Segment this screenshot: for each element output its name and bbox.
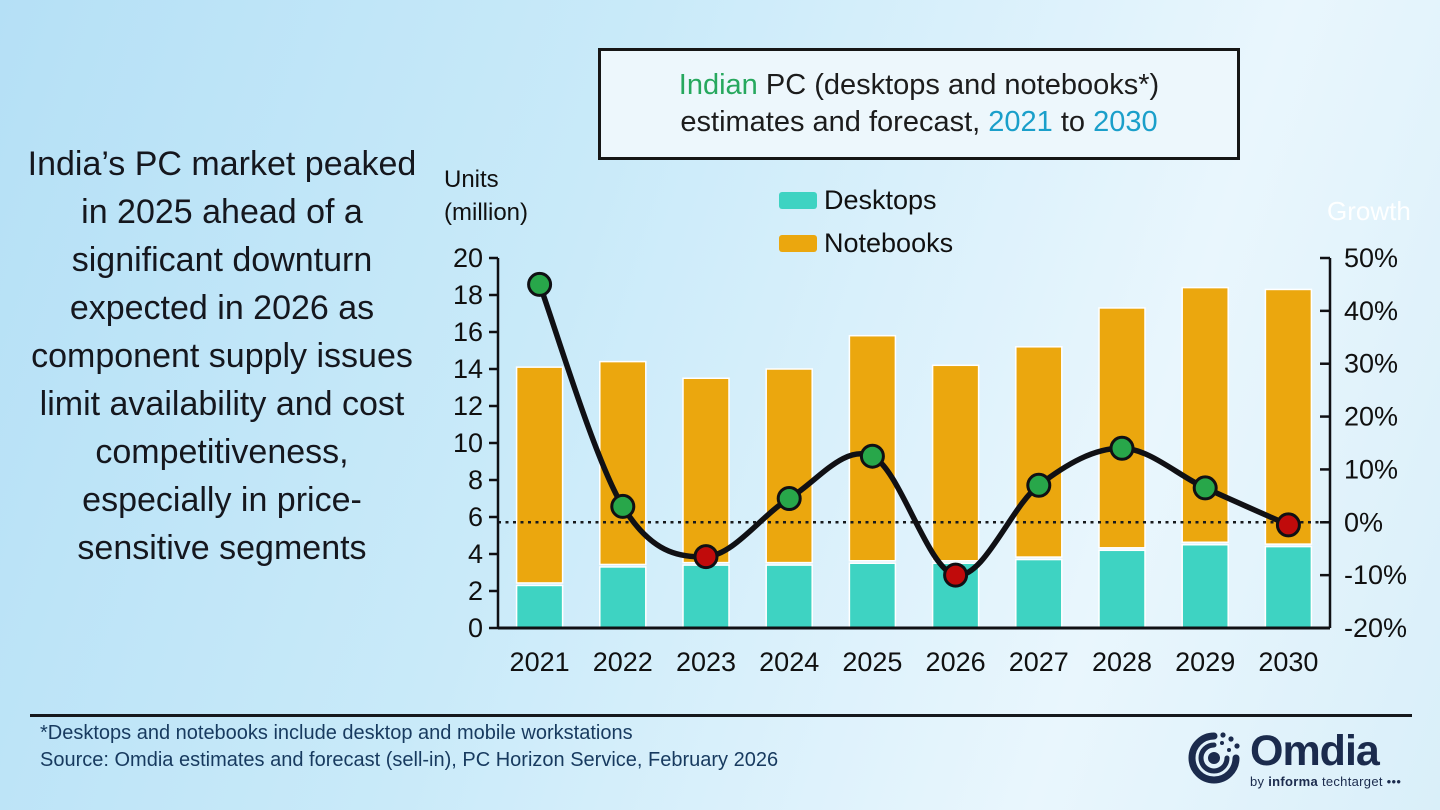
chart-title-line1-rest: PC (desktops and notebooks*) <box>757 69 1160 101</box>
growth-point-2028 <box>1109 435 1135 461</box>
legend-label: Notebooks <box>824 228 954 258</box>
tagline-informa: informa <box>1268 774 1319 789</box>
footnote: *Desktops and notebooks include desktop … <box>40 722 633 744</box>
left-axis-tick-label: 14 <box>453 354 483 384</box>
growth-point-2026 <box>943 562 969 588</box>
left-axis-tick-label: 0 <box>468 613 483 643</box>
x-axis-label-2023: 2023 <box>676 647 736 677</box>
legend-swatch-desktops <box>779 192 817 209</box>
growth-point-2029 <box>1192 475 1218 501</box>
notebooks-bar-2029 <box>1181 286 1229 543</box>
headline-text: India’s PC market peaked in 2025 ahead o… <box>27 145 417 567</box>
growth-point-2022 <box>610 493 636 519</box>
x-axis-label-2029: 2029 <box>1175 647 1235 677</box>
left-axis-tick-label: 16 <box>453 317 483 347</box>
growth-point-2025 <box>859 443 885 469</box>
desktops-bar-2029 <box>1181 544 1229 629</box>
x-axis-label-2028: 2028 <box>1092 647 1152 677</box>
growth-point-2027 <box>1026 472 1052 498</box>
right-axis-tick-label: 10% <box>1344 454 1398 484</box>
legend: Desktops Notebooks <box>779 185 953 259</box>
desktops-bar-2026 <box>931 562 980 629</box>
chart-title-line1: Indian PC (desktops and notebooks*) <box>601 67 1237 104</box>
x-axis-label-2025: 2025 <box>842 647 902 677</box>
notebooks-bar-2023 <box>682 377 730 564</box>
desktops-bar-2028 <box>1098 549 1146 629</box>
left-axis-title: Units (million) <box>444 163 528 229</box>
chart-title-highlight: Indian <box>678 69 758 101</box>
notebooks-bar-2022 <box>599 360 647 566</box>
chart-title-line2-mid: to <box>1052 106 1094 138</box>
left-axis-tick-label: 2 <box>468 576 483 606</box>
omdia-logo: Omdia by informa techtarget ••• <box>1186 729 1401 789</box>
x-axis-label-2026: 2026 <box>926 647 986 677</box>
right-axis-tick-label: 30% <box>1344 349 1398 379</box>
combo-chart: 0 2 4 6 8 10 12 14 16 18 20 -20% -10% 0% 10% 20% 30% 40% 5… <box>453 243 1407 677</box>
x-axis-label-2021: 2021 <box>510 647 570 677</box>
growth-line <box>536 281 1292 578</box>
growth-point-2024 <box>776 486 802 511</box>
chart-title-line2: estimates and forecast, 2021 to 2030 <box>601 104 1237 141</box>
x-axis-label-2022: 2022 <box>593 647 653 677</box>
growth-point-2030 <box>1275 512 1301 538</box>
left-axis-title-line1: Units <box>444 166 499 193</box>
chart-title-box: Indian PC (desktops and notebooks*) esti… <box>598 48 1240 160</box>
notebooks-bar-2021 <box>515 366 564 584</box>
notebooks-bar-2030 <box>1264 288 1313 545</box>
tagline-techtarget: techtarget <box>1318 774 1383 789</box>
legend-item-notebooks: Notebooks <box>779 228 953 259</box>
growth-point-2021 <box>527 271 553 297</box>
x-axis-label-2027: 2027 <box>1009 647 1069 677</box>
desktops-bar-2025 <box>848 562 897 629</box>
source-line: Source: Omdia estimates and forecast (se… <box>40 749 779 771</box>
tagline-by: by <box>1250 774 1269 789</box>
right-axis-tick-label: -10% <box>1344 560 1407 590</box>
growth-point-2023 <box>693 544 719 570</box>
desktops-bar-2023 <box>682 564 730 629</box>
chart-title-year-start: 2021 <box>988 106 1053 138</box>
x-axis-label-2030: 2030 <box>1258 647 1318 677</box>
omdia-tagline: by informa techtarget ••• <box>1250 774 1401 789</box>
notebooks-bar-2028 <box>1098 307 1146 549</box>
legend-swatch-notebooks <box>779 235 817 252</box>
notebooks-bar-2027 <box>1015 346 1063 558</box>
legend-item-desktops: Desktops <box>779 185 953 216</box>
desktops-bar-2027 <box>1015 558 1063 629</box>
chart-title-year-end: 2030 <box>1093 106 1158 138</box>
right-axis-title: Growth <box>1327 196 1411 226</box>
right-axis-tick-label: -20% <box>1344 613 1407 643</box>
desktops-bar-2030 <box>1264 545 1313 629</box>
left-axis-tick-label: 12 <box>453 391 483 421</box>
right-axis-tick-label: 50% <box>1344 243 1398 273</box>
left-axis-tick-label: 4 <box>468 539 483 569</box>
right-axis-tick-label: 20% <box>1344 402 1398 432</box>
tagline-dots: ••• <box>1382 774 1402 789</box>
chart-title-line2-prefix: estimates and forecast, <box>680 106 989 138</box>
omdia-logo-icon <box>1188 732 1240 784</box>
left-axis-title-line2: (million) <box>444 199 528 226</box>
right-axis-tick-label: 40% <box>1344 296 1398 326</box>
desktops-bar-2021 <box>515 584 564 629</box>
right-axis-tick-label: 0% <box>1344 507 1383 537</box>
notebooks-bar-2026 <box>931 364 980 562</box>
notebooks-bar-2024 <box>765 368 813 564</box>
desktops-bar-2022 <box>599 566 647 629</box>
left-axis-tick-label: 20 <box>453 243 483 273</box>
left-axis-tick-label: 6 <box>468 502 483 532</box>
desktops-bar-2024 <box>765 564 813 629</box>
omdia-wordmark: Omdia <box>1250 727 1380 775</box>
legend-label: Desktops <box>824 185 937 215</box>
left-axis-tick-label: 18 <box>453 280 483 310</box>
left-axis-tick-label: 8 <box>468 465 483 495</box>
left-axis-tick-label: 10 <box>453 428 483 458</box>
footer-divider <box>30 714 1412 717</box>
x-axis-label-2024: 2024 <box>759 647 819 677</box>
